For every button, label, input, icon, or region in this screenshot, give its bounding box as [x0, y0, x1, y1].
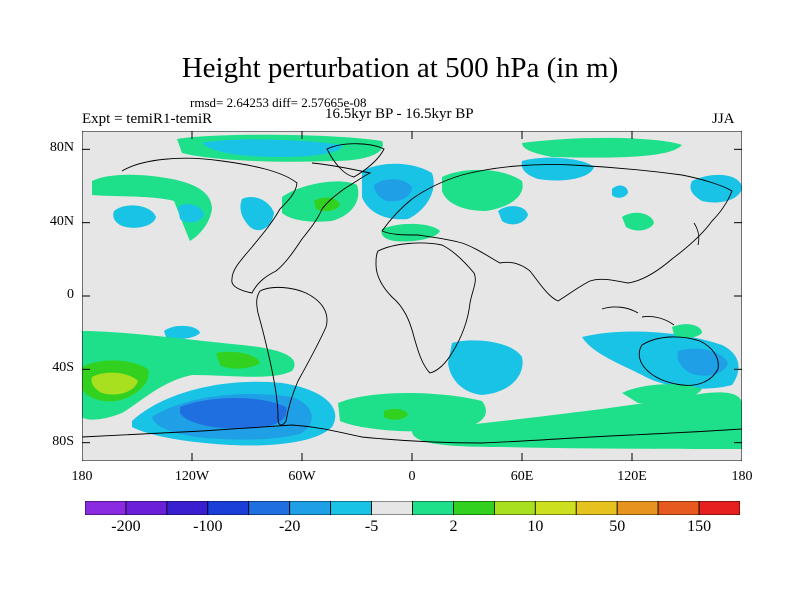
colorbar	[85, 501, 740, 515]
contour-positive	[314, 197, 340, 212]
colorbar-box	[453, 501, 495, 515]
africa-coastline	[375, 242, 476, 374]
colorbar-tick-label: 50	[609, 518, 626, 535]
australia-coastline	[638, 336, 719, 386]
contour-negative	[202, 139, 343, 157]
contour-positive	[442, 169, 523, 211]
colorbar-box	[534, 501, 577, 515]
lon-tick-label: 120E	[617, 469, 647, 484]
north-america-coastline	[121, 157, 372, 294]
colorbar-box	[493, 501, 536, 515]
contour-negative	[164, 325, 200, 340]
colorbar-box	[412, 501, 454, 515]
contour-negative	[178, 204, 204, 223]
colorbar-tick-label: -100	[193, 518, 223, 535]
lat-tick-label: 0	[67, 287, 74, 302]
colorbar-box	[575, 501, 618, 515]
plot-title: Height perturbation at 500 hPa (in m)	[181, 52, 619, 84]
colorbar-tick-label: 10	[527, 518, 544, 535]
contour-negative	[498, 206, 528, 225]
contour-negative	[180, 398, 287, 429]
lat-tick-label: 80S	[52, 433, 74, 449]
contour-positive	[381, 223, 440, 242]
contour-positive	[216, 351, 260, 369]
period-label: 16.5kyr BP - 16.5kyr BP	[325, 106, 474, 122]
japan-coastline	[693, 222, 700, 246]
antarctica-coastline	[82, 424, 742, 444]
south-america-coastline	[256, 286, 328, 426]
lon-tick-label: 180	[731, 469, 753, 484]
lon-tick-label: 0	[408, 469, 416, 484]
colorbar-tick-label: -5	[364, 518, 379, 535]
contour-negative	[521, 157, 594, 181]
stats-line: rmsd= 2.64253 diff= 2.57665e-08	[190, 95, 367, 110]
contour-negative	[690, 174, 742, 203]
lat-tick-label: 80N	[49, 140, 74, 156]
coastlines	[82, 143, 742, 444]
colorbar-tick-label: -20	[279, 518, 301, 535]
colorbar-box	[289, 501, 332, 515]
colorbar-tick-label: 150	[687, 518, 712, 535]
colorbar-tick-label: 2	[449, 518, 458, 535]
colorbar-tick-label: -200	[111, 518, 141, 535]
contour-positive	[384, 408, 408, 420]
europe-asia-coastline	[381, 164, 733, 302]
axis-ticks	[82, 131, 742, 461]
contour-negative	[448, 340, 523, 395]
colorbar-box	[657, 501, 700, 515]
indonesia-coastline	[601, 306, 675, 326]
contour-positive	[92, 174, 212, 241]
experiment-label: Expt = temiR1-temiR	[82, 111, 213, 127]
season-label: JJA	[712, 111, 735, 127]
lon-tick-label: 60E	[510, 469, 534, 484]
colorbar-box	[698, 501, 740, 515]
contour-positive	[522, 137, 682, 158]
colorbar-box	[330, 501, 372, 515]
lon-tick-label: 180	[71, 469, 93, 484]
colorbar-box	[371, 501, 413, 515]
colorbar-box	[166, 501, 209, 515]
lat-tick-label: 40N	[49, 213, 74, 229]
map-plot	[82, 131, 742, 461]
contour-negative	[113, 205, 156, 228]
contour-positive	[91, 372, 138, 395]
anomaly-contours	[82, 134, 742, 449]
contour-positive	[338, 393, 486, 432]
colorbar-box	[85, 501, 127, 515]
lon-tick-label: 120W	[174, 469, 210, 484]
lon-tick-label: 60W	[288, 469, 316, 484]
contour-positive	[622, 384, 702, 404]
contour-negative	[374, 179, 412, 202]
contour-positive	[622, 212, 654, 231]
contour-positive	[412, 392, 742, 449]
colorbar-box	[616, 501, 659, 515]
greenland-coastline	[326, 143, 385, 178]
colorbar-box	[125, 501, 168, 515]
contour-positive	[672, 324, 702, 338]
colorbar-box	[207, 501, 250, 515]
lat-tick-label: 40S	[52, 360, 74, 376]
colorbar-box	[248, 501, 291, 515]
contour-negative	[612, 185, 628, 198]
contour-negative	[240, 196, 274, 231]
